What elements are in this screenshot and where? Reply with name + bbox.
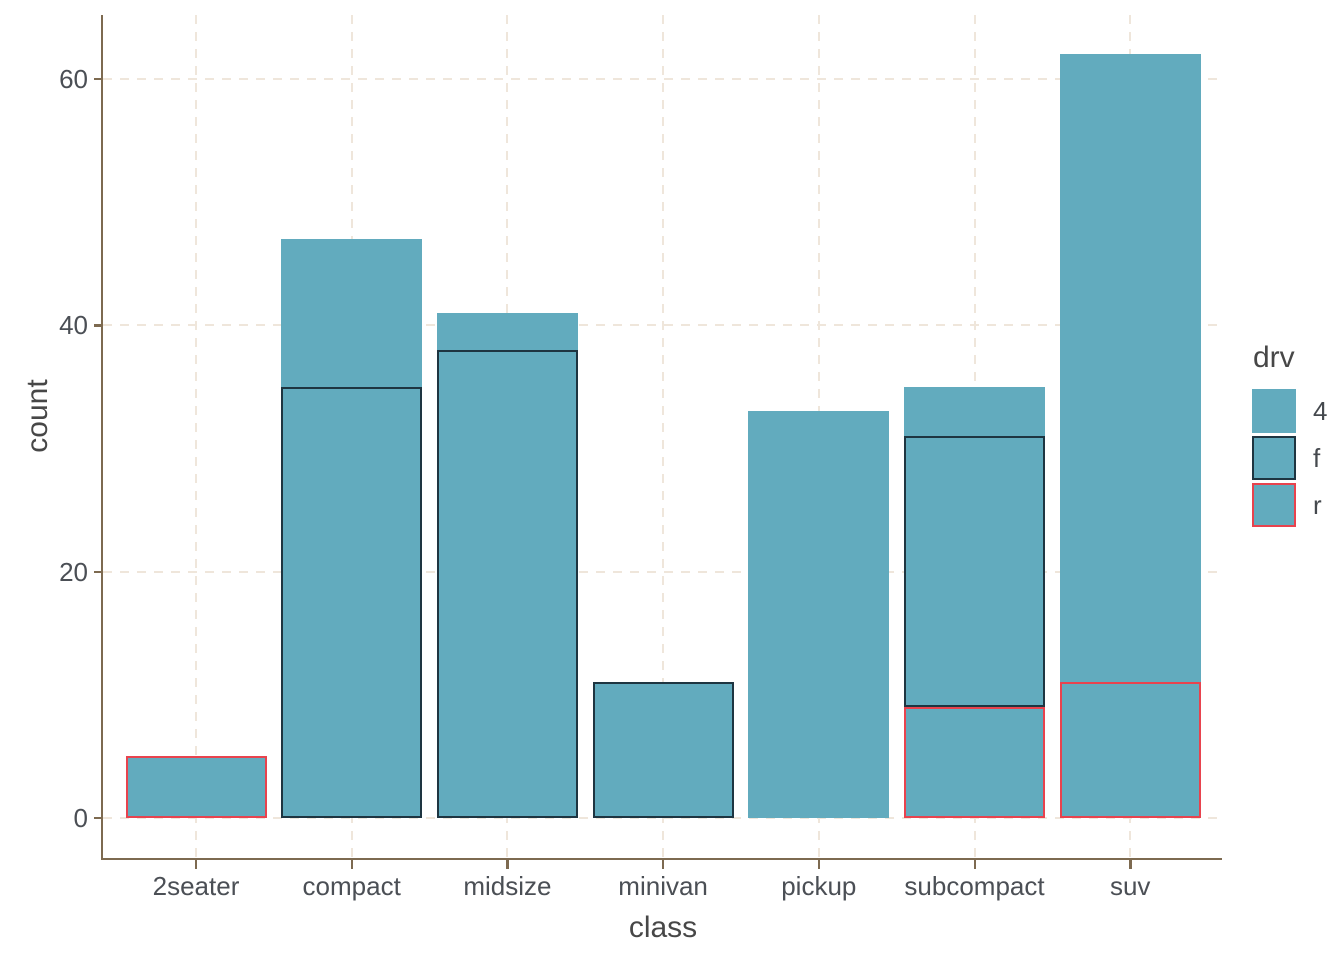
x-axis-title: class xyxy=(628,911,698,944)
y-tick-0 xyxy=(94,817,101,820)
legend-title: drv xyxy=(1253,341,1295,374)
bar-segment-midsize-drv-4 xyxy=(436,312,578,350)
y-tick-20 xyxy=(94,570,101,573)
legend-item-f: f xyxy=(1252,436,1327,480)
legend-item-4: 4 xyxy=(1252,389,1327,433)
legend-key-swatch-4 xyxy=(1252,389,1296,433)
x-tick-suv xyxy=(1129,860,1132,869)
bar-segment-suv-drv-4 xyxy=(1059,54,1201,683)
bar-segment-subcompact-drv-4 xyxy=(904,386,1045,437)
x-tick-label-midsize: midsize xyxy=(463,871,552,901)
y-tick-label-40: 40 xyxy=(59,310,88,341)
x-tick-2seater xyxy=(195,860,198,869)
bar-segment-minivan-drv-f xyxy=(592,682,734,818)
legend-label-4: 4 xyxy=(1313,395,1328,426)
x-tick-midsize xyxy=(506,860,509,869)
legend-item-r: r xyxy=(1252,483,1327,527)
y-tick-label-20: 20 xyxy=(59,556,88,587)
x-tick-pickup xyxy=(817,860,821,869)
legend-label-r: r xyxy=(1313,489,1322,520)
y-tick-40 xyxy=(94,324,101,327)
x-tick-label-compact: compact xyxy=(302,871,401,901)
bar-segment-compact-drv-f xyxy=(281,386,423,818)
legend-key-swatch-r xyxy=(1252,483,1296,527)
bar-segment-compact-drv-4 xyxy=(281,238,423,387)
x-tick-minivan xyxy=(662,860,665,869)
bar-segment-pickup-drv-4 xyxy=(748,411,890,818)
y-tick-label-60: 60 xyxy=(59,63,88,94)
bar-segment-subcompact-drv-r xyxy=(904,707,1045,818)
plot-panel xyxy=(101,15,1222,860)
y-tick-label-0: 0 xyxy=(73,803,88,833)
x-tick-compact xyxy=(350,860,354,869)
legend-label-f: f xyxy=(1313,442,1321,473)
x-tick-label-subcompact: subcompact xyxy=(904,871,1045,901)
x-tick-subcompact xyxy=(973,860,976,869)
x-tick-label-pickup: pickup xyxy=(781,871,857,901)
x-tick-label-2seater: 2seater xyxy=(152,871,240,901)
gridline-x-2seater xyxy=(195,15,197,858)
y-tick-60 xyxy=(94,77,101,81)
y-axis-title: count xyxy=(21,379,54,453)
bar-segment-2seater-drv-r xyxy=(125,756,267,818)
bar-segment-subcompact-drv-f xyxy=(904,436,1045,708)
x-tick-label-suv: suv xyxy=(1109,871,1151,901)
bar-segment-suv-drv-r xyxy=(1059,682,1201,818)
gridline-x-minivan xyxy=(662,15,665,858)
bar-segment-midsize-drv-f xyxy=(436,349,578,818)
x-tick-label-minivan: minivan xyxy=(618,871,708,901)
legend-key-swatch-f xyxy=(1252,436,1296,480)
